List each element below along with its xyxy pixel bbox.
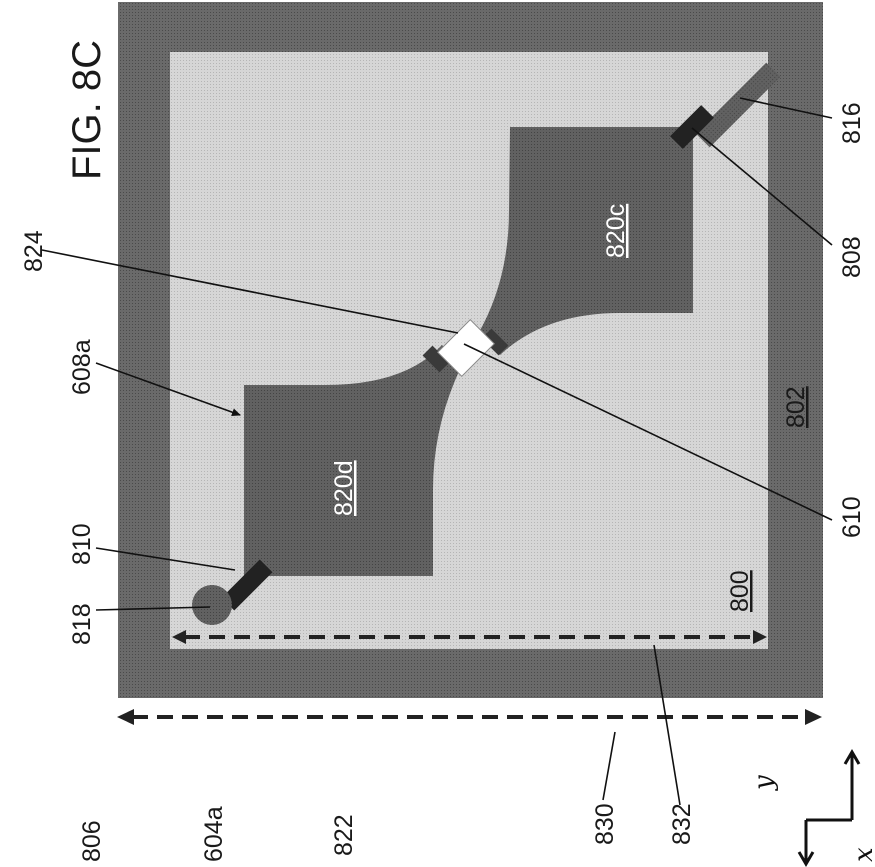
axis-arrows bbox=[797, 749, 861, 867]
leader-824 bbox=[41, 249, 459, 334]
label-820d: 820d bbox=[330, 460, 358, 516]
port-818 bbox=[192, 585, 232, 625]
axis-x-label: x bbox=[849, 847, 875, 862]
label-822: 822 bbox=[330, 814, 358, 856]
feedline-816 bbox=[695, 62, 781, 148]
axis-y-label: y bbox=[749, 775, 779, 791]
connector-808 bbox=[670, 105, 714, 149]
label-806: 806 bbox=[78, 820, 106, 862]
junction-lead-c bbox=[481, 328, 509, 356]
pad-820d bbox=[244, 345, 462, 576]
figure-title: FIG. 8C bbox=[65, 40, 109, 180]
dashed-arrowhead-830-left bbox=[117, 709, 134, 725]
label-810: 810 bbox=[68, 523, 96, 565]
leader-818 bbox=[95, 606, 211, 611]
label-608a: 608a bbox=[68, 339, 96, 395]
leader-830 bbox=[602, 731, 616, 801]
leader-808 bbox=[691, 127, 833, 246]
label-604a: 604a bbox=[200, 806, 228, 862]
dashed-arrowhead-832-left bbox=[172, 630, 186, 644]
label-610: 610 bbox=[838, 496, 866, 538]
junction-lead-d bbox=[422, 345, 450, 373]
label-820c: 820c bbox=[602, 204, 630, 258]
leader-810 bbox=[95, 547, 236, 571]
label-800: 800 bbox=[726, 570, 754, 612]
leader-832 bbox=[653, 644, 681, 806]
label-832: 832 bbox=[668, 803, 696, 845]
label-830: 830 bbox=[591, 803, 619, 845]
dashed-arrowhead-830-right bbox=[805, 709, 822, 725]
label-808: 808 bbox=[838, 236, 866, 278]
connector-810 bbox=[221, 559, 273, 611]
label-816: 816 bbox=[838, 102, 866, 144]
label-818: 818 bbox=[68, 603, 96, 645]
leader-610 bbox=[463, 343, 833, 521]
label-802: 802 bbox=[782, 386, 810, 428]
pad-820c bbox=[478, 127, 693, 355]
leader-608a bbox=[95, 362, 241, 417]
leader-816 bbox=[739, 97, 833, 119]
dashed-arrowhead-832-right bbox=[753, 630, 767, 644]
junction-610 bbox=[437, 319, 495, 377]
label-824: 824 bbox=[20, 230, 48, 272]
